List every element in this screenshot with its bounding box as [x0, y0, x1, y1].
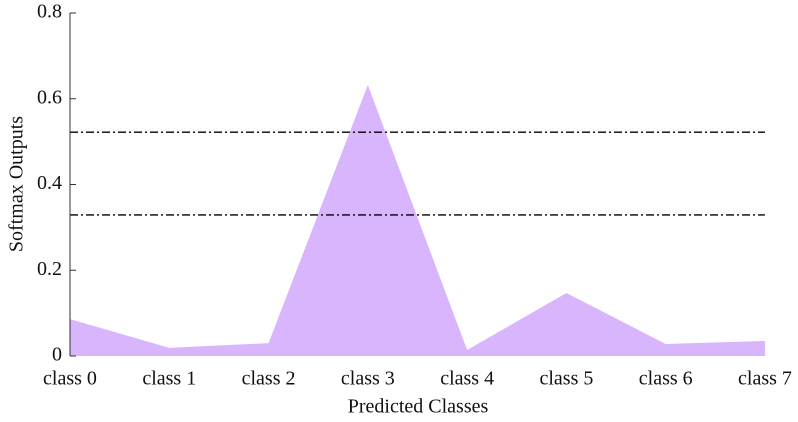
y-axis-label: Softmax Outputs [6, 116, 28, 252]
x-axis-label: Predicted Classes [348, 396, 489, 418]
y-tick-label: 0.8 [37, 1, 62, 23]
x-tick-label: class 1 [142, 368, 196, 390]
x-tick-label: class 5 [539, 368, 593, 390]
y-tick-label: 0.2 [37, 258, 62, 280]
x-tick-label: class 6 [639, 368, 693, 390]
x-tick-label: class 0 [43, 368, 97, 390]
y-tick-label: 0.4 [37, 172, 62, 194]
area [70, 85, 765, 356]
y-tick-label: 0.6 [37, 86, 62, 108]
x-tick-label: class 2 [242, 368, 296, 390]
y-tick-label: 0 [52, 344, 62, 366]
x-tick-label: class 3 [341, 368, 395, 390]
x-tick-label: class 4 [440, 368, 494, 390]
x-tick-label: class 7 [738, 368, 792, 390]
